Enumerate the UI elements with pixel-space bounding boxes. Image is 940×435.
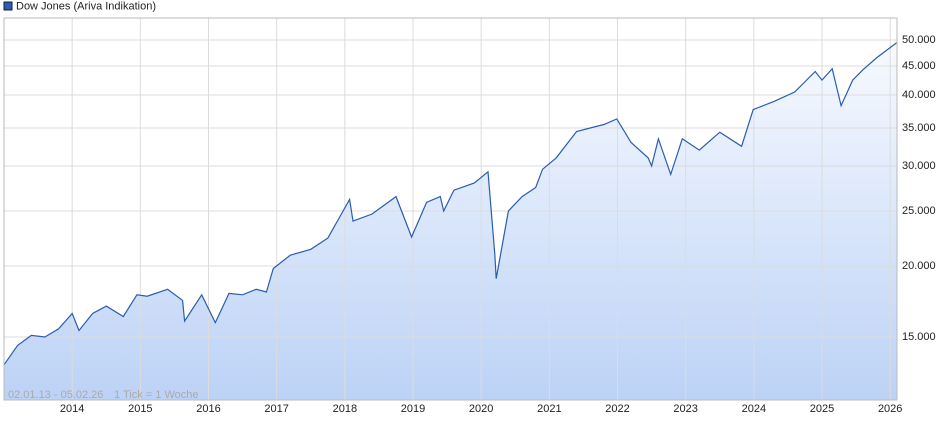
area-fill	[4, 42, 897, 400]
legend-swatch	[3, 1, 13, 11]
x-tick-label: 2016	[196, 403, 220, 415]
y-tick-label: 25.000	[902, 205, 936, 217]
plot: 15.000 20.000 25.000 30.000 35.000 40.000 45.0…	[3, 0, 936, 415]
x-tick-label: 2014	[60, 403, 84, 415]
y-tick-label: 45.000	[902, 60, 936, 72]
plot-frame	[3, 17, 898, 401]
x-tick-label: 2020	[469, 403, 493, 415]
legend-label: Dow Jones (Ariva Indikation)	[16, 0, 156, 12]
y-tick-label: 20.000	[902, 260, 936, 272]
series-line	[3, 42, 898, 366]
x-tick-label: 2023	[673, 403, 697, 415]
x-tick-label: 2019	[401, 403, 425, 415]
x-tick-label: 2024	[742, 403, 766, 415]
x-tick-label: 2017	[264, 403, 288, 415]
y-tick-label: 40.000	[902, 89, 936, 101]
x-tick-label: 2018	[333, 403, 357, 415]
x-tick-label: 2021	[537, 403, 561, 415]
tick-note: 1 Tick = 1 Woche	[114, 389, 198, 401]
x-tick-label: 2026	[878, 403, 902, 415]
y-tick-label: 50.000	[902, 34, 936, 46]
x-tick-label: 2015	[128, 403, 152, 415]
x-tick-label: 2025	[810, 403, 834, 415]
y-tick-label: 35.000	[902, 122, 936, 134]
x-tick-label: 2022	[605, 403, 629, 415]
period-note: 02.01.13 - 05.02.26	[8, 389, 103, 401]
y-tick-label: 30.000	[902, 160, 936, 172]
y-tick-label: 15.000	[902, 331, 936, 343]
